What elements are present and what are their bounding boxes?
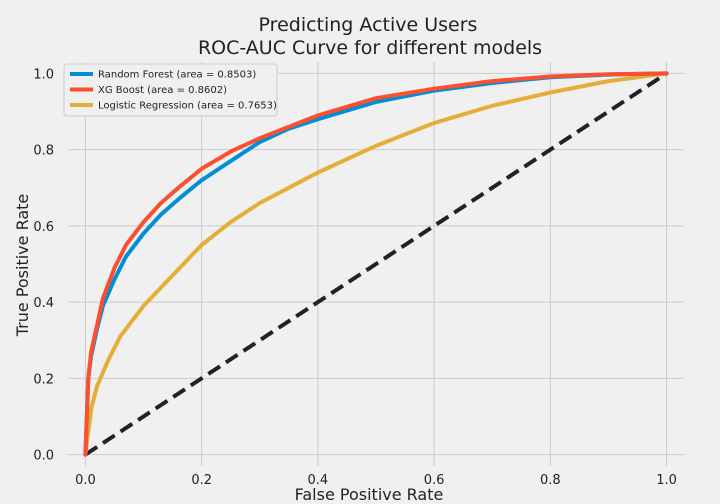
- chart-title: Predicting Active Users: [259, 14, 478, 36]
- y-tick-label: 0.6: [33, 220, 54, 235]
- legend-label: XG Boost (area = 0.8602): [98, 85, 227, 96]
- x-axis-label: False Positive Rate: [295, 485, 444, 504]
- x-tick-label: 1.0: [656, 473, 677, 488]
- x-tick-label: 0.8: [540, 473, 561, 488]
- series-line-2: [83, 71, 669, 457]
- chart-subtitle: ROC-AUC Curve for different models: [198, 37, 542, 59]
- legend-label: Random Forest (area = 0.8503): [98, 70, 256, 81]
- series-lines: [83, 71, 669, 457]
- y-tick-label: 0.2: [33, 372, 54, 387]
- x-tick-label: 0.6: [424, 473, 445, 488]
- x-tick-label: 0.4: [308, 473, 329, 488]
- x-tick-label: 0.0: [75, 473, 96, 488]
- x-tick-label: 0.2: [191, 473, 212, 488]
- reference-diagonal-line: [84, 71, 668, 457]
- tick-labels: 0.0 0.2 0.4 0.6 0.8 1.0 0.0 0.2 0.4 0.6 0.8 1.0: [33, 67, 677, 488]
- legend-box: [63, 63, 278, 117]
- series-line-1: [83, 71, 669, 457]
- y-tick-label: 0.4: [33, 296, 54, 311]
- y-tick-label: 0.8: [33, 144, 54, 159]
- legend-label: Logistic Regression (area = 0.7653): [98, 101, 277, 112]
- y-axis-label: True Positive Rate: [13, 194, 32, 338]
- y-tick-label: 0.0: [33, 449, 54, 464]
- legend: Random Forest (area = 0.8503) XG Boost (a…: [63, 63, 278, 117]
- y-tick-label: 1.0: [33, 67, 54, 82]
